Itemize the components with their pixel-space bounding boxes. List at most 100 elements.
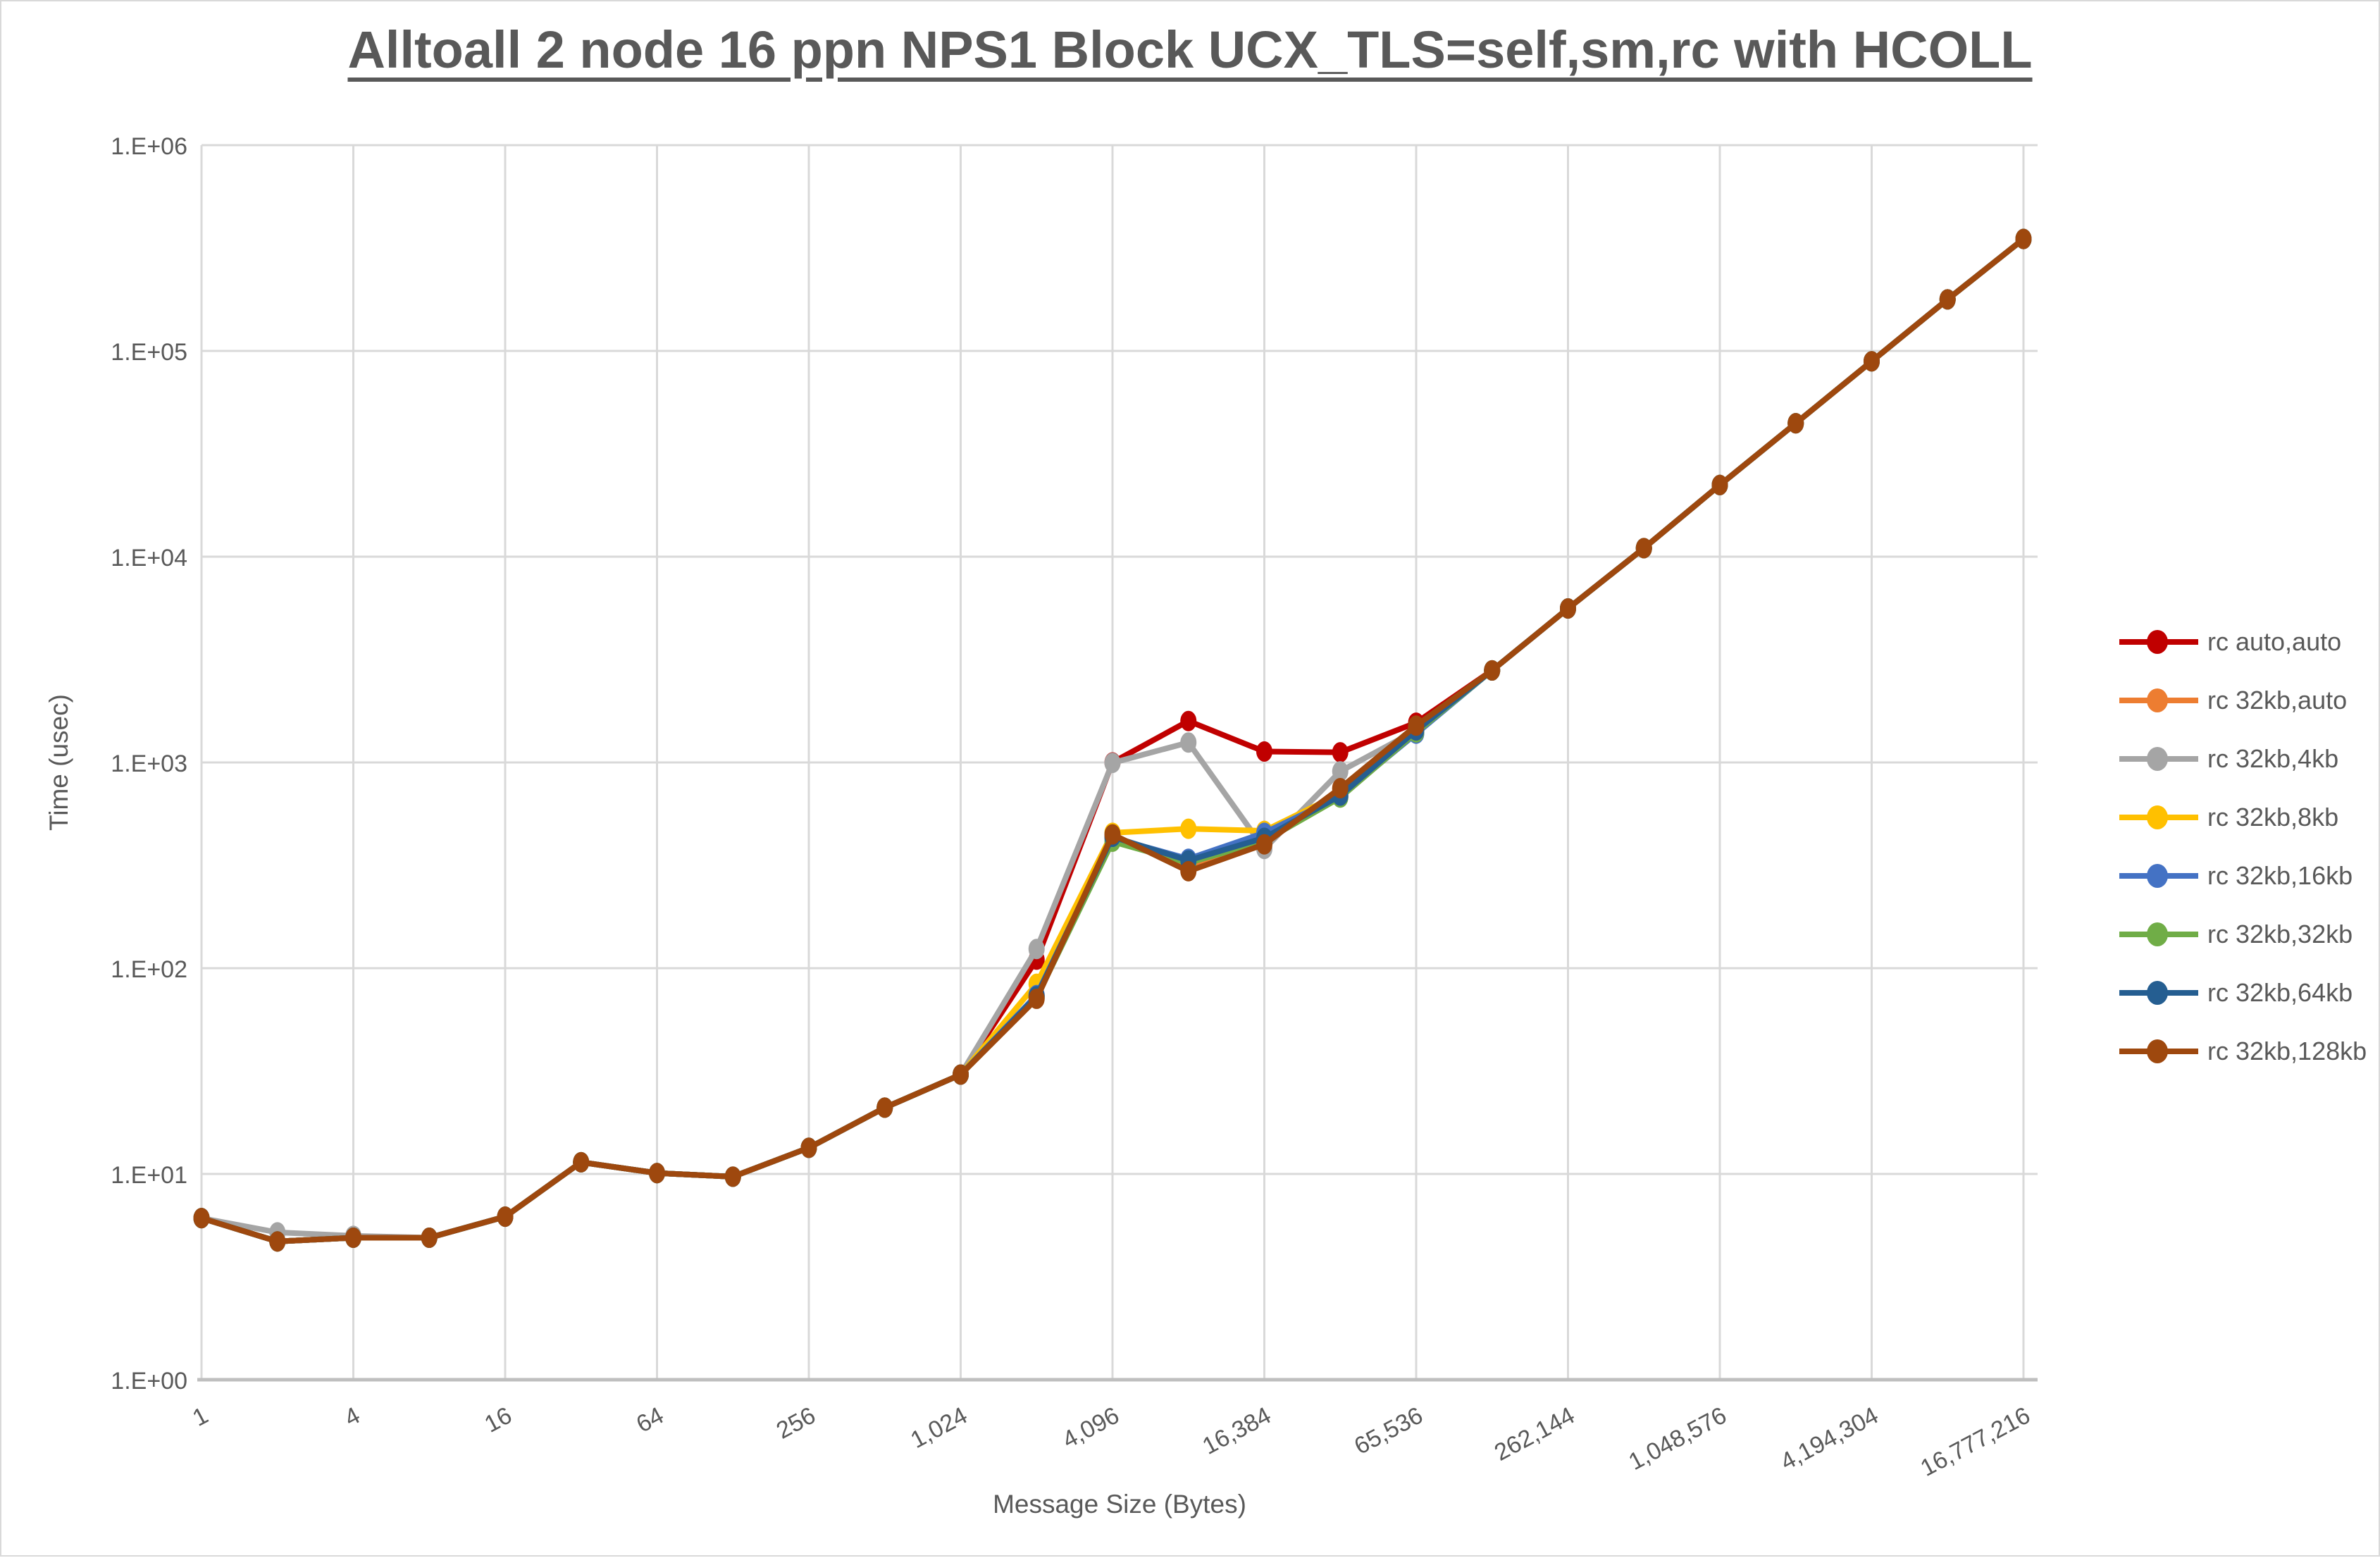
data-point-marker — [1104, 824, 1121, 845]
data-point-marker — [1180, 710, 1197, 731]
legend-marker — [2147, 864, 2168, 888]
legend: rc auto,auto rc 32kb,auto rc 32kb,4kb rc… — [2119, 627, 2367, 1066]
x-axis-title: Message Size (Bytes) — [993, 1490, 1246, 1519]
y-tick-label: 1.E+04 — [111, 545, 187, 571]
x-tick-label: 16,384 — [1198, 1402, 1276, 1460]
x-tick-label: 1,048,576 — [1624, 1402, 1730, 1476]
data-point-marker — [421, 1227, 438, 1248]
y-tick-label: 1.E+03 — [111, 750, 187, 777]
svg-text:65,536: 65,536 — [1350, 1402, 1427, 1460]
data-point-marker — [1787, 413, 1804, 434]
legend-marker — [2147, 630, 2168, 654]
legend-marker — [2147, 805, 2168, 829]
data-point-marker — [1180, 818, 1197, 839]
x-tick-label: 64 — [632, 1402, 668, 1438]
data-point-marker — [193, 1208, 210, 1229]
data-point-marker — [2015, 228, 2032, 249]
data-point-marker — [1635, 538, 1652, 559]
legend-item-rc-32kb-16kb: rc 32kb,16kb — [2119, 861, 2367, 891]
data-point-marker — [1180, 732, 1197, 753]
legend-item-rc-32kb-128kb: rc 32kb,128kb — [2119, 1037, 2367, 1066]
data-point-marker — [1560, 598, 1576, 619]
legend-item-rc-32kb-8kb: rc 32kb,8kb — [2119, 803, 2367, 832]
legend-marker — [2147, 1039, 2168, 1063]
legend-line-marker-icon — [2119, 630, 2198, 654]
data-point-marker — [1332, 777, 1349, 798]
x-tick-label: 1 — [188, 1402, 213, 1432]
data-point-marker — [345, 1227, 361, 1248]
svg-text:4: 4 — [340, 1402, 365, 1432]
x-tick-label: 262,144 — [1490, 1402, 1579, 1466]
data-point-marker — [724, 1166, 741, 1187]
svg-text:16,384: 16,384 — [1198, 1402, 1276, 1460]
data-point-marker — [1256, 741, 1272, 762]
svg-text:64: 64 — [632, 1402, 668, 1438]
legend-label: rc auto,auto — [2207, 627, 2342, 656]
legend-label: rc 32kb,128kb — [2207, 1037, 2367, 1065]
svg-text:4,096: 4,096 — [1058, 1402, 1124, 1454]
legend-line-marker-icon — [2119, 864, 2198, 888]
data-point-marker — [1028, 988, 1045, 1009]
x-tick-label: 256 — [772, 1402, 820, 1445]
legend-label: rc 32kb,64kb — [2207, 978, 2353, 1007]
legend-item-rc-32kb-4kb: rc 32kb,4kb — [2119, 744, 2367, 774]
x-tick-label: 4 — [340, 1402, 365, 1432]
legend-label: rc 32kb,16kb — [2207, 861, 2353, 890]
y-tick-label: 1.E+00 — [111, 1368, 187, 1395]
legend-line-marker-icon — [2119, 747, 2198, 771]
legend-label: rc 32kb,auto — [2207, 686, 2348, 715]
svg-text:16,777,216: 16,777,216 — [1916, 1402, 2035, 1482]
legend-item-rc-32kb-64kb: rc 32kb,64kb — [2119, 978, 2367, 1008]
legend-item-rc-auto-auto: rc auto,auto — [2119, 627, 2367, 657]
data-point-marker — [800, 1137, 817, 1158]
svg-text:1: 1 — [188, 1402, 213, 1432]
x-tick-label: 16,777,216 — [1916, 1402, 2035, 1482]
data-point-marker — [649, 1163, 665, 1184]
svg-text:4,194,304: 4,194,304 — [1776, 1402, 1883, 1476]
series-rc-32kb-128kb — [193, 228, 2032, 1252]
data-point-marker — [1104, 753, 1121, 774]
data-point-marker — [497, 1206, 514, 1228]
svg-text:1,024: 1,024 — [906, 1402, 972, 1454]
data-point-marker — [1180, 860, 1197, 882]
legend-line-marker-icon — [2119, 805, 2198, 829]
data-point-marker — [1408, 715, 1425, 736]
x-tick-label: 4,194,304 — [1776, 1402, 1883, 1476]
legend-marker — [2147, 747, 2168, 771]
legend-marker — [2147, 981, 2168, 1005]
svg-text:16: 16 — [481, 1402, 516, 1438]
data-point-marker — [1864, 351, 1880, 372]
legend-marker — [2147, 922, 2168, 946]
data-point-marker — [573, 1151, 590, 1173]
data-point-marker — [1332, 742, 1349, 763]
chart-title: Alltoall 2 node 16 ppn NPS1 Block UCX_TL… — [347, 20, 2033, 79]
data-point-marker — [1256, 834, 1272, 855]
x-tick-label: 1,024 — [906, 1402, 972, 1454]
x-tick-label: 16 — [481, 1402, 516, 1438]
legend-line-marker-icon — [2119, 981, 2198, 1005]
legend-item-rc-32kb-auto: rc 32kb,auto — [2119, 686, 2367, 715]
legend-line-marker-icon — [2119, 922, 2198, 946]
legend-marker — [2147, 688, 2168, 712]
data-point-marker — [1484, 660, 1501, 681]
x-tick-label: 65,536 — [1350, 1402, 1427, 1460]
legend-label: rc 32kb,4kb — [2207, 744, 2339, 773]
y-tick-label: 1.E+06 — [111, 133, 187, 160]
x-tick-label: 4,096 — [1058, 1402, 1124, 1454]
data-point-marker — [269, 1231, 286, 1252]
legend-label: rc 32kb,32kb — [2207, 920, 2353, 948]
data-point-marker — [876, 1097, 893, 1118]
svg-text:262,144: 262,144 — [1490, 1402, 1579, 1466]
y-tick-label: 1.E+05 — [111, 339, 187, 366]
data-point-marker — [1711, 474, 1728, 495]
y-axis-title: Time (usec) — [44, 694, 73, 831]
legend-label: rc 32kb,8kb — [2207, 803, 2339, 831]
svg-text:256: 256 — [772, 1402, 820, 1445]
legend-line-marker-icon — [2119, 1039, 2198, 1063]
data-point-marker — [1939, 289, 1956, 310]
data-point-marker — [1332, 761, 1349, 782]
data-point-marker — [1028, 939, 1045, 960]
legend-item-rc-32kb-32kb: rc 32kb,32kb — [2119, 920, 2367, 949]
